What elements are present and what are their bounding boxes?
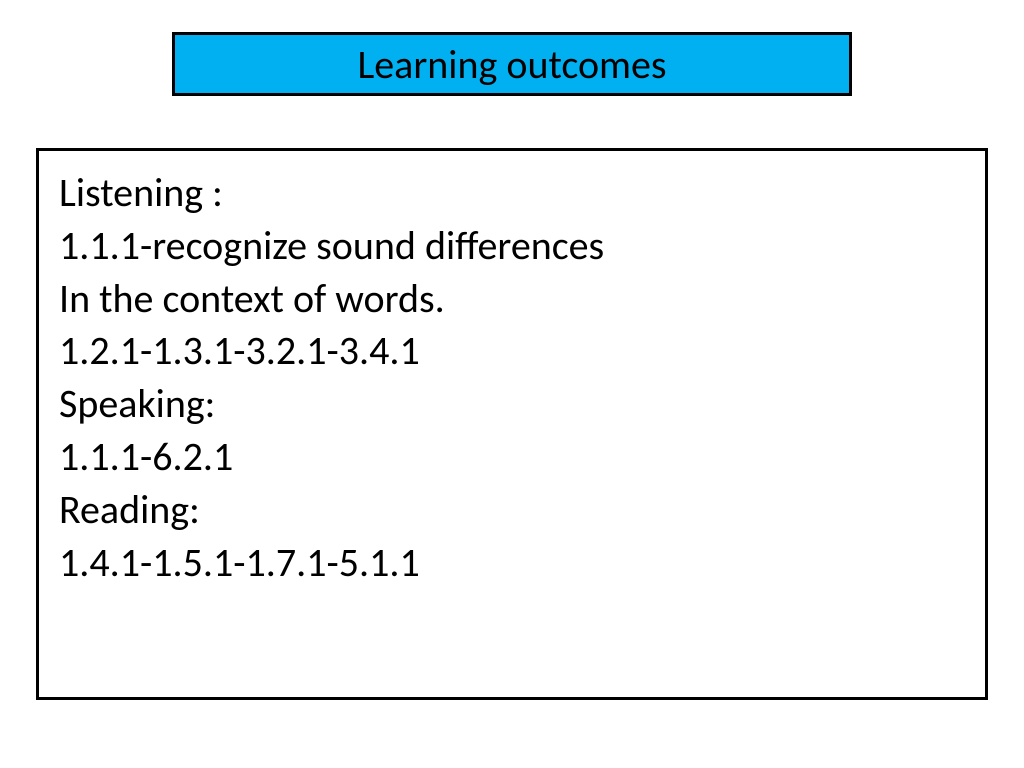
content-line: 1.2.1-1.3.1-3.2.1-3.4.1 [59, 325, 965, 378]
content-line: Reading: [59, 484, 965, 537]
content-line: Speaking: [59, 378, 965, 431]
content-line: 1.1.1-6.2.1 [59, 431, 965, 484]
content-line: Listening : [59, 167, 965, 220]
title-box: Learning outcomes [172, 32, 852, 96]
content-line: 1.1.1-recognize sound differences [59, 220, 965, 273]
content-line: In the context of words. [59, 273, 965, 326]
content-box: Listening : 1.1.1-recognize sound differ… [36, 148, 988, 700]
title-text: Learning outcomes [357, 40, 666, 89]
content-line: 1.4.1-1.5.1-1.7.1-5.1.1 [59, 537, 965, 590]
